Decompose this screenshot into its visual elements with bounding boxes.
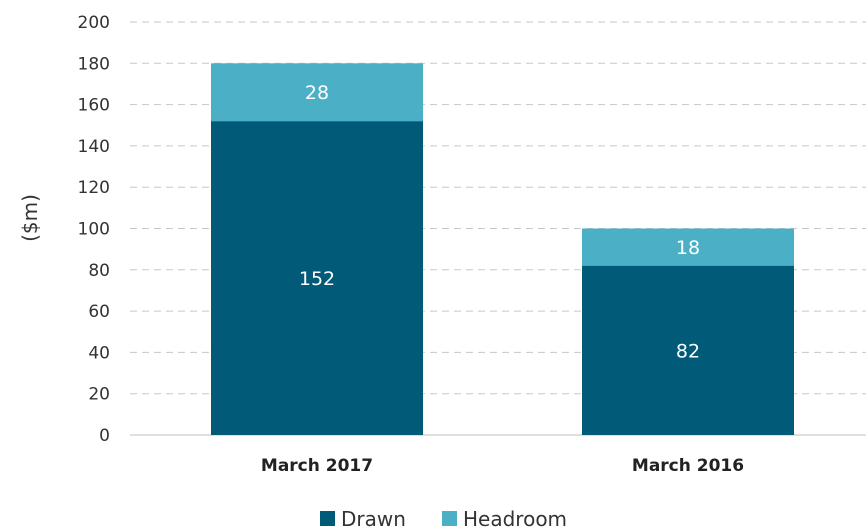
y-tick-label: 160 bbox=[78, 96, 110, 116]
bar-headroom-1 bbox=[582, 228, 794, 266]
y-tick-label: 100 bbox=[78, 220, 110, 240]
bar-headroom-0 bbox=[211, 63, 423, 122]
data-label: 82 bbox=[676, 340, 700, 362]
legend-swatch-headroom bbox=[442, 511, 457, 526]
y-tick-label: 180 bbox=[78, 54, 110, 74]
y-tick-label: 140 bbox=[78, 137, 110, 157]
y-tick-label: 20 bbox=[88, 385, 110, 405]
y-tick-label: 80 bbox=[88, 261, 110, 281]
y-tick-label: 60 bbox=[88, 302, 110, 322]
bar-drawn-1 bbox=[582, 265, 794, 435]
bars: 152 28 82 18 bbox=[211, 63, 794, 436]
data-label: 152 bbox=[299, 268, 335, 290]
y-axis-label: ($m) bbox=[18, 194, 42, 242]
y-tick-label: 40 bbox=[88, 343, 110, 363]
y-tick-label: 120 bbox=[78, 178, 110, 198]
y-tick-label: 200 bbox=[78, 13, 110, 33]
bar-drawn-0 bbox=[211, 121, 423, 436]
legend-label-headroom: Headroom bbox=[463, 507, 567, 527]
x-category-label: March 2016 bbox=[632, 456, 744, 476]
x-axis: March 2017 March 2016 bbox=[261, 456, 744, 476]
legend-swatch-drawn bbox=[320, 511, 335, 526]
y-axis-ticks: 0 20 40 60 80 100 120 140 160 180 200 bbox=[78, 13, 110, 446]
x-category-label: March 2017 bbox=[261, 456, 373, 476]
data-label: 18 bbox=[676, 237, 700, 259]
y-tick-label: 0 bbox=[99, 426, 110, 446]
data-label: 28 bbox=[305, 82, 329, 104]
legend-label-drawn: Drawn bbox=[341, 507, 406, 527]
legend: Drawn Headroom bbox=[320, 507, 567, 527]
